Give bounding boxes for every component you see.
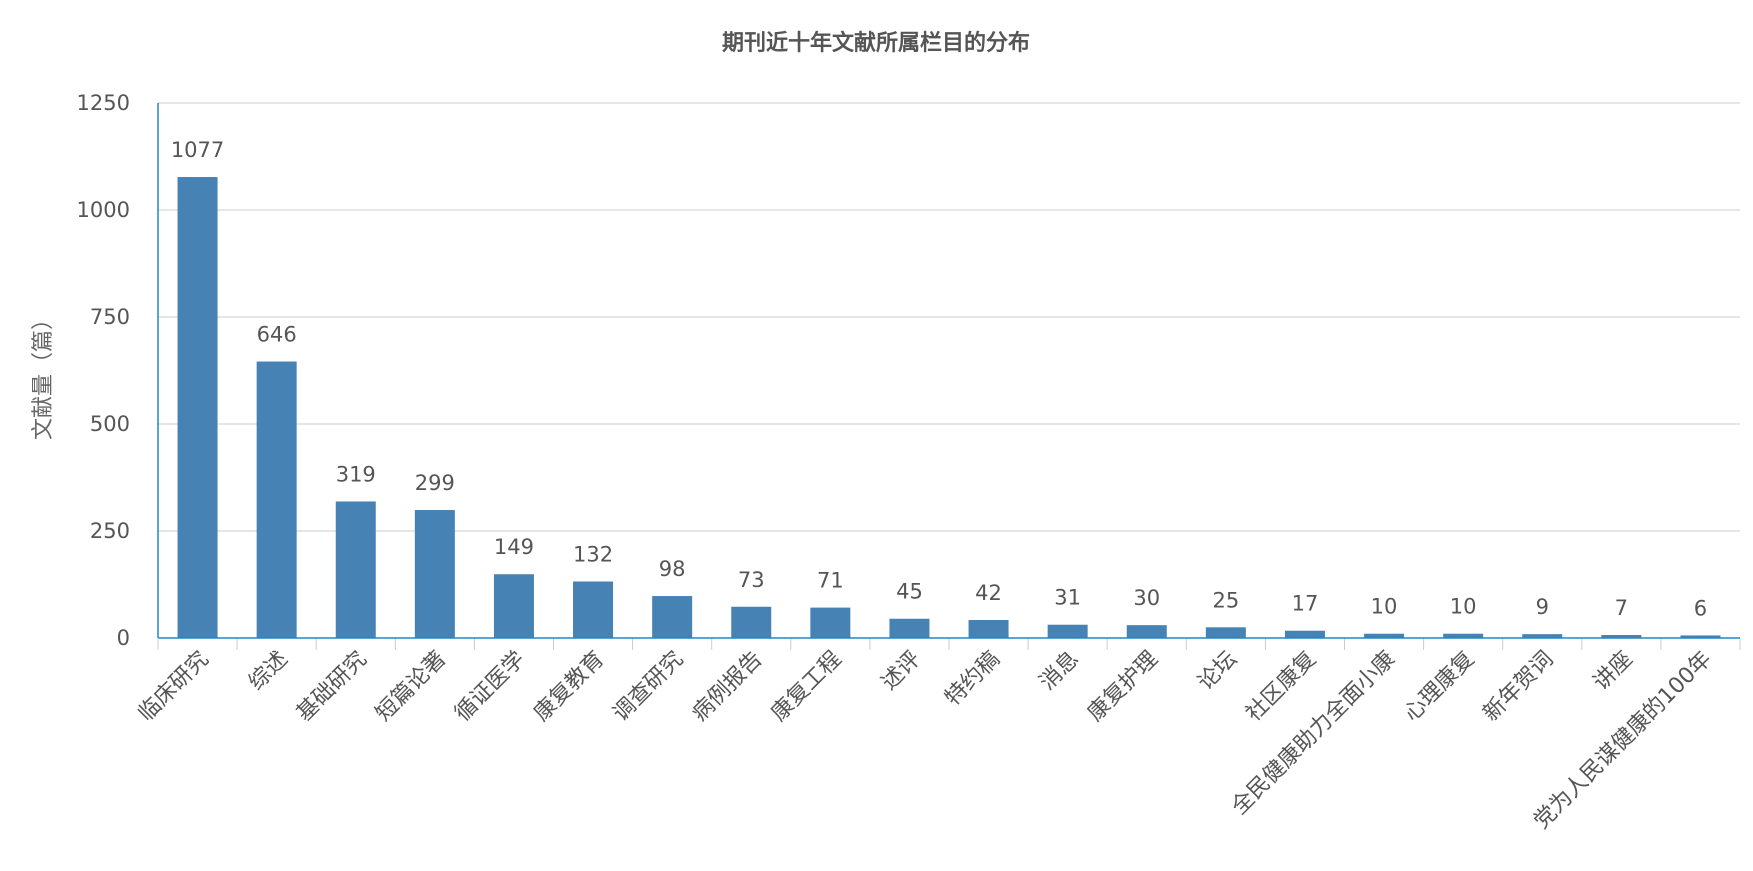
data-label: 7 (1615, 596, 1628, 620)
data-label: 149 (494, 535, 534, 559)
data-label: 132 (573, 543, 613, 567)
data-label: 17 (1292, 592, 1319, 616)
bar (1205, 627, 1246, 638)
x-tick-label: 述评 (877, 647, 926, 696)
data-label: 25 (1212, 588, 1239, 612)
bar (968, 620, 1009, 638)
y-axis-label: 文献量（篇） (31, 308, 56, 440)
data-label: 1077 (171, 138, 224, 162)
x-tick-label: 社区康复 (1241, 647, 1321, 727)
bar (1443, 633, 1484, 638)
bar (1680, 635, 1721, 638)
x-tick-label: 康复教育 (529, 647, 609, 727)
bars (177, 177, 1721, 638)
x-tick-label: 基础研究 (292, 647, 372, 727)
x-tick-label: 论坛 (1193, 647, 1242, 696)
x-tick-label: 康复工程 (767, 647, 847, 727)
data-label: 42 (975, 581, 1002, 605)
bar (414, 510, 455, 638)
x-tick-label: 全民健康助力全面小康 (1227, 647, 1400, 820)
bar (810, 607, 851, 638)
data-label: 98 (659, 557, 686, 581)
x-tick-label: 特约稿 (940, 647, 1004, 711)
bar (1601, 635, 1642, 638)
x-tick-label: 病例报告 (688, 647, 768, 727)
x-tick-label: 新年贺词 (1479, 647, 1559, 727)
bar (335, 501, 376, 638)
data-label: 6 (1694, 596, 1707, 620)
data-label: 45 (896, 580, 923, 604)
bar (493, 574, 534, 638)
bar (256, 361, 297, 638)
data-label: 319 (336, 462, 376, 486)
labels: 0250500750100012501077临床研究646综述319基础研究29… (77, 91, 1717, 834)
bar (652, 596, 693, 638)
bar (1047, 624, 1088, 638)
axes (157, 103, 1741, 650)
y-tick-label: 250 (90, 519, 130, 543)
bar (1364, 633, 1405, 638)
y-tick-label: 500 (90, 412, 130, 436)
data-label: 71 (817, 569, 844, 593)
data-label: 73 (738, 568, 765, 592)
bar (1126, 625, 1167, 638)
data-label: 31 (1054, 586, 1081, 610)
grid-lines (158, 102, 1740, 532)
bar (731, 606, 772, 638)
y-tick-label: 750 (90, 305, 130, 329)
x-tick-label: 消息 (1035, 647, 1084, 696)
x-tick-label: 循证医学 (450, 647, 530, 727)
data-label: 9 (1536, 595, 1549, 619)
data-label: 646 (257, 323, 297, 347)
x-tick-label: 调查研究 (608, 647, 688, 727)
bar (177, 177, 218, 638)
x-tick-label: 综述 (244, 647, 293, 696)
bar (1284, 630, 1325, 638)
x-tick-label: 临床研究 (134, 647, 214, 727)
data-label: 299 (415, 471, 455, 495)
chart-title: 期刊近十年文献所属栏目的分布 (722, 30, 1030, 56)
y-tick-label: 0 (117, 626, 130, 650)
x-tick-label: 康复护理 (1083, 647, 1163, 727)
data-label: 10 (1450, 595, 1477, 619)
bar (573, 581, 614, 638)
bar (889, 618, 930, 638)
x-tick-label: 短篇论著 (371, 647, 451, 727)
x-tick-label: 心理康复 (1399, 647, 1479, 727)
data-label: 10 (1371, 595, 1398, 619)
y-tick-label: 1250 (77, 91, 130, 115)
bar (1522, 634, 1563, 638)
data-label: 30 (1133, 586, 1160, 610)
y-tick-label: 1000 (77, 198, 130, 222)
x-tick-label: 讲座 (1589, 647, 1638, 696)
